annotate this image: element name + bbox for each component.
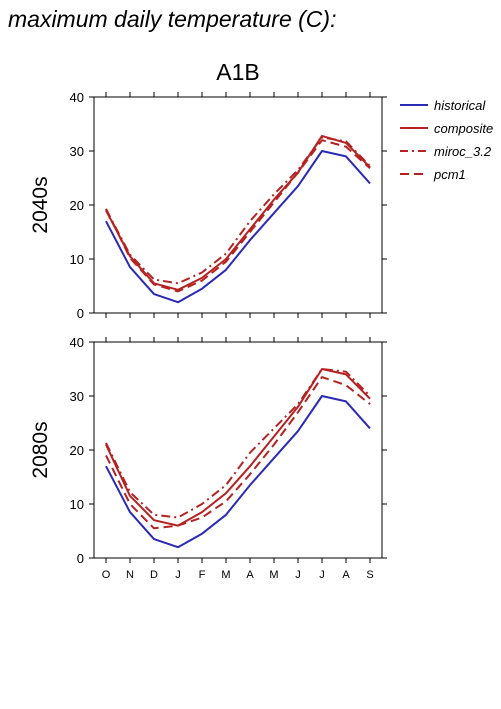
x-tick-label: O — [102, 569, 111, 581]
chart-panel-2040s: 0 10 20 30 40 2040s — [29, 90, 387, 321]
series-line-miroc_3.2 — [105, 368, 371, 519]
chart-panel-2080s: 0 10 20 30 40 O N D J F M A M J J A S 2080s — [29, 335, 387, 581]
panels: 0 10 20 30 40 2040s 0 10 20 30 40 O N D J F M A M J J A S 2080s — [29, 90, 387, 581]
series-line-miroc_3.2 — [105, 136, 371, 285]
x-tick-label: M — [269, 569, 278, 581]
panel-title: A1B — [216, 59, 259, 85]
y-tick-label: 20 — [70, 198, 84, 213]
y-tick-label: 30 — [70, 144, 84, 159]
legend-label: miroc_3.2 — [434, 144, 492, 159]
y-tick-label: 20 — [70, 443, 84, 458]
series-line-composite — [105, 134, 371, 291]
series-line-pcm1 — [105, 139, 371, 293]
x-tick-label: A — [342, 569, 350, 581]
y-tick-label: 10 — [70, 252, 84, 267]
x-tick-label: J — [175, 569, 181, 581]
x-tick-label: D — [150, 569, 158, 581]
y-tick-label: 10 — [70, 497, 84, 512]
y-tick-label: 40 — [70, 90, 84, 105]
y-tick-label: 40 — [70, 335, 84, 350]
x-tick-label: J — [319, 569, 325, 581]
x-tick-label: F — [199, 569, 206, 581]
page-title: maximum daily temperature (C): — [8, 6, 336, 32]
series-line-historical — [105, 395, 371, 549]
row-label: 2040s — [29, 176, 52, 233]
x-tick-label: J — [295, 569, 301, 581]
legend-label: composite — [434, 121, 493, 136]
legend: historical composite miroc_3.2 pcm1 — [400, 98, 493, 182]
legend-label: pcm1 — [433, 167, 466, 182]
plot-frame — [93, 341, 383, 559]
series-line-historical — [105, 150, 371, 304]
y-tick-label: 0 — [77, 551, 84, 566]
plot-frame — [93, 96, 383, 314]
x-tick-label: N — [126, 569, 134, 581]
series-line-pcm1 — [105, 376, 371, 530]
x-tick-label: M — [221, 569, 230, 581]
x-tick-label: A — [246, 569, 254, 581]
legend-label: historical — [434, 98, 486, 113]
y-tick-label: 0 — [77, 306, 84, 321]
row-label: 2080s — [29, 421, 52, 478]
y-tick-label: 30 — [70, 389, 84, 404]
x-tick-label: S — [366, 569, 373, 581]
series-line-composite — [105, 368, 371, 527]
